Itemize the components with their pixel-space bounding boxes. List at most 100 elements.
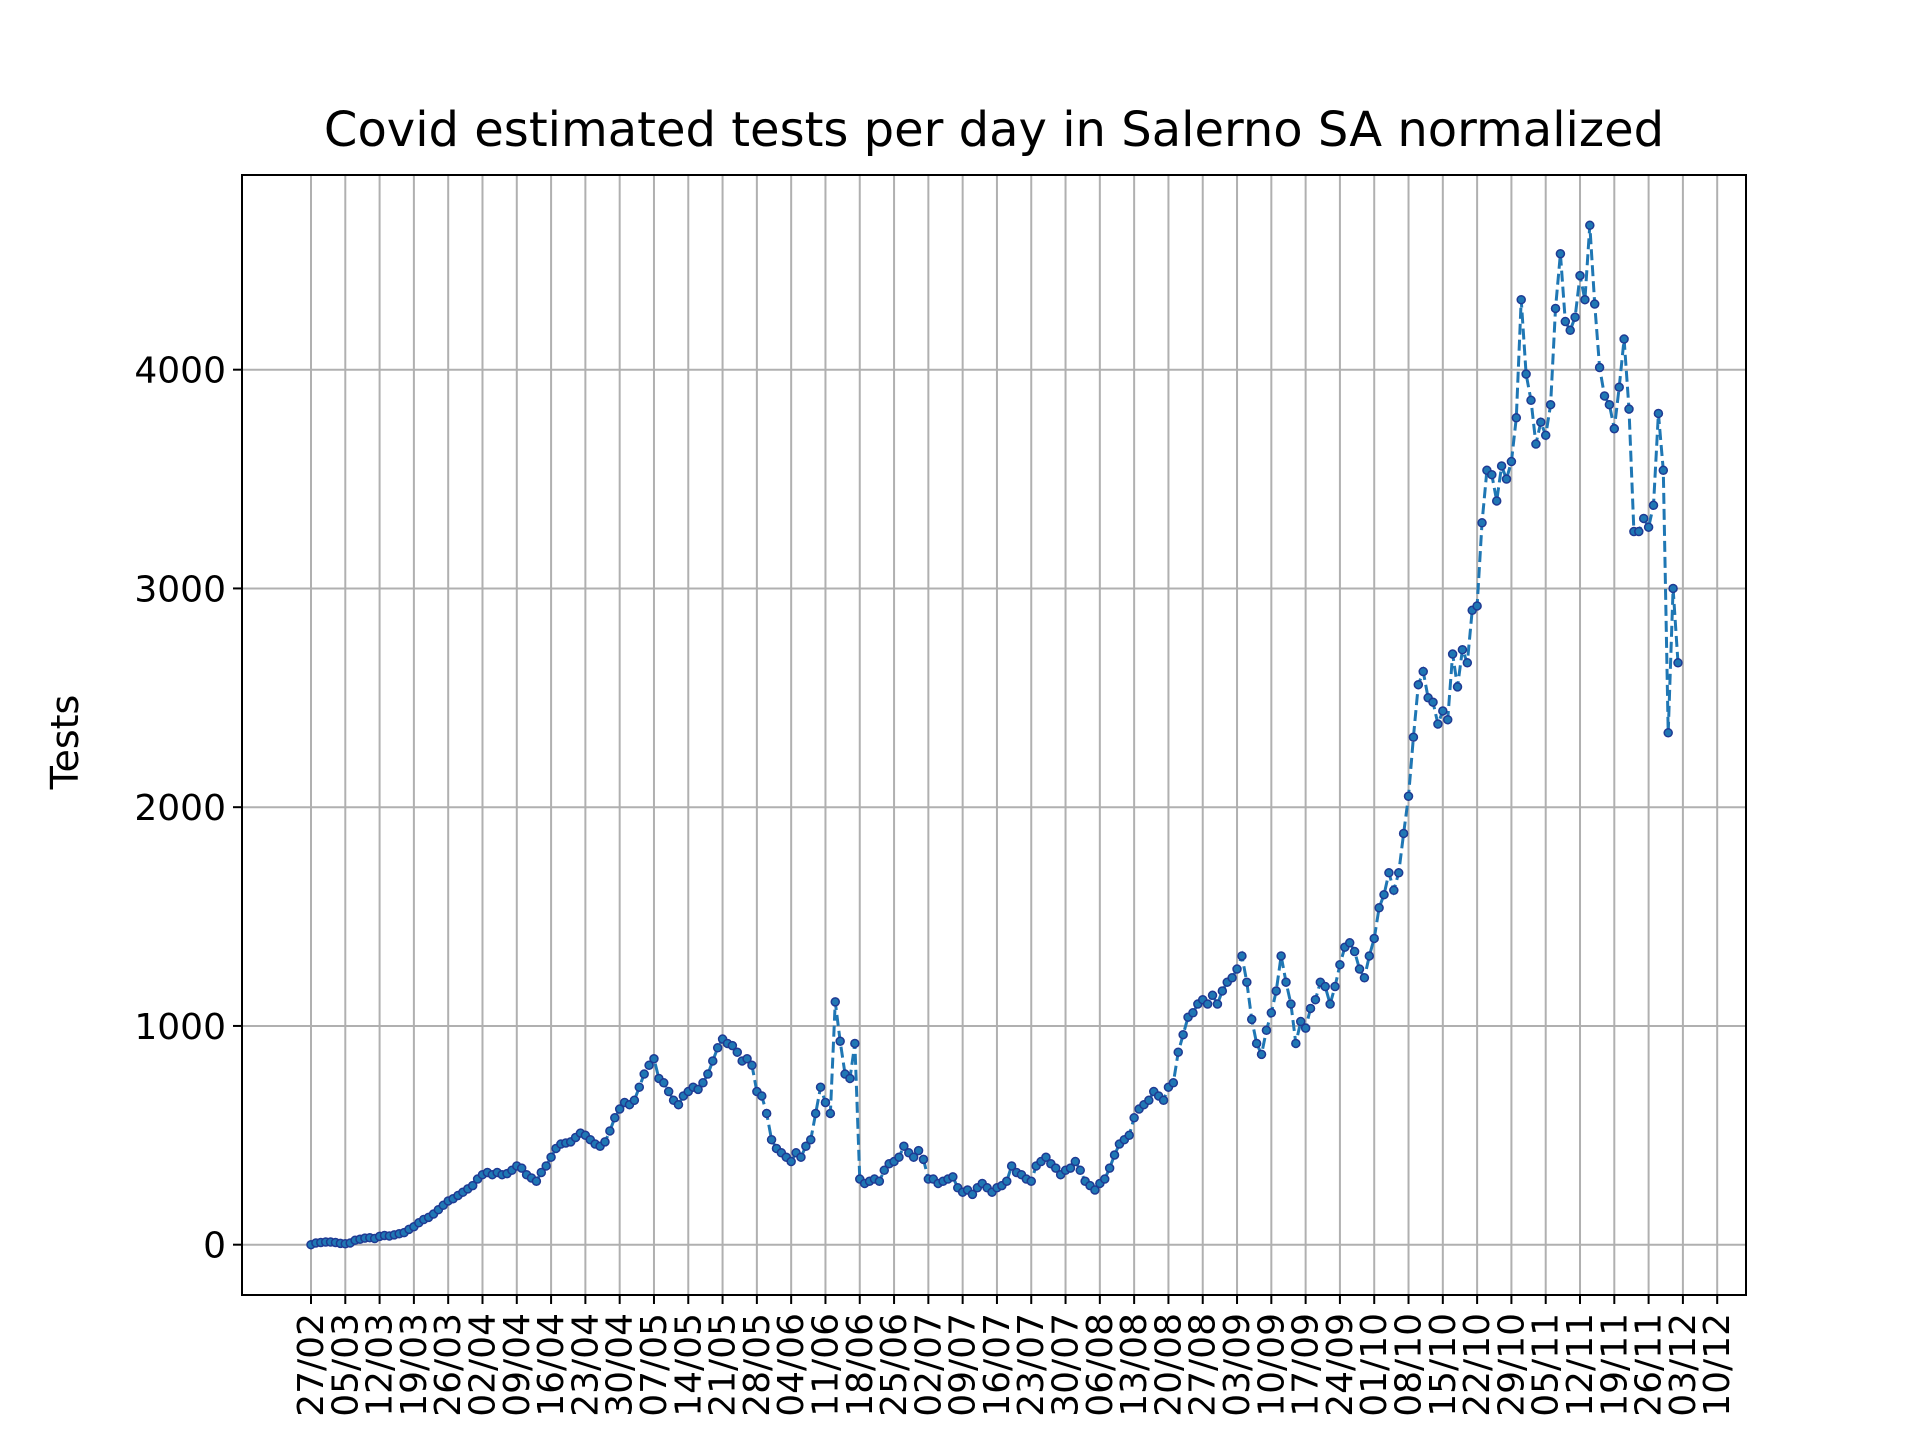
plot-area-frame <box>241 174 1747 1296</box>
data-point <box>786 1156 796 1167</box>
data-point <box>1408 732 1419 742</box>
data-point <box>1477 518 1487 528</box>
data-point <box>1168 1078 1179 1088</box>
data-point <box>659 1078 669 1088</box>
data-point <box>1305 1003 1316 1014</box>
data-point <box>766 1134 777 1145</box>
data-point <box>1320 981 1330 992</box>
data-point <box>1472 601 1482 611</box>
data-point <box>1002 1176 1012 1186</box>
data-point <box>727 1040 738 1051</box>
data-point <box>1354 964 1365 974</box>
x-tick-label: 27/08 <box>1183 1313 1224 1417</box>
data-point <box>1585 220 1595 231</box>
data-point <box>1374 903 1384 913</box>
data-point <box>879 1165 890 1176</box>
data-point <box>1379 889 1389 900</box>
data-point <box>708 1056 718 1066</box>
data-point <box>1207 990 1218 1001</box>
data-point <box>1349 946 1360 957</box>
data-point <box>1300 1023 1311 1033</box>
data-point <box>634 1082 645 1092</box>
data-point <box>649 1054 659 1064</box>
data-point <box>1413 679 1424 690</box>
data-point <box>1403 791 1414 801</box>
x-tick-label: 18/06 <box>840 1313 881 1417</box>
y-tick-label: 4000 <box>134 351 226 392</box>
data-point <box>1570 312 1580 322</box>
data-point <box>732 1047 743 1057</box>
x-tick-label: 23/07 <box>1011 1313 1052 1417</box>
data-point <box>610 1113 620 1123</box>
data-point <box>825 1108 836 1119</box>
data-point <box>1609 424 1620 434</box>
data-point <box>761 1108 772 1119</box>
data-point <box>1359 973 1370 983</box>
chart-title: Covid estimated tests per day in Salerno… <box>324 102 1664 158</box>
data-point <box>1129 1113 1139 1123</box>
data-point <box>1624 404 1634 414</box>
x-tick-label: 19/11 <box>1594 1313 1635 1417</box>
data-point <box>531 1176 542 1186</box>
x-ticks: 27/0205/0312/0319/0326/0302/0409/0416/04… <box>291 1295 1738 1417</box>
data-point <box>1457 644 1468 655</box>
data-point <box>1251 1038 1262 1049</box>
x-tick-label: 21/05 <box>703 1313 744 1417</box>
data-point <box>1496 461 1507 471</box>
grid-lines <box>242 175 1746 1295</box>
x-tick-label: 09/04 <box>497 1313 538 1417</box>
data-point <box>1550 303 1561 314</box>
data-point <box>1330 981 1340 992</box>
x-tick-label: 07/05 <box>634 1313 675 1417</box>
x-tick-label: 09/07 <box>943 1313 984 1417</box>
x-tick-label: 13/08 <box>1114 1313 1155 1417</box>
data-point <box>1565 325 1575 336</box>
data-point <box>1648 500 1659 511</box>
data-point <box>1217 986 1228 996</box>
data-point <box>1286 999 1296 1009</box>
data-point <box>1051 1163 1061 1173</box>
y-tick-label: 2000 <box>134 788 226 829</box>
data-point <box>1589 299 1600 309</box>
data-point <box>1256 1049 1267 1060</box>
series-layer <box>306 220 1683 1250</box>
data-point <box>1604 399 1615 410</box>
x-tick-label: 24/09 <box>1320 1313 1361 1417</box>
x-tick-label: 02/07 <box>908 1313 949 1417</box>
x-tick-label: 15/10 <box>1423 1313 1464 1417</box>
x-tick-label: 28/05 <box>737 1313 778 1417</box>
data-point <box>1393 868 1404 878</box>
data-point <box>1619 334 1629 344</box>
data-point <box>1521 369 1531 379</box>
data-point <box>1487 469 1497 480</box>
data-point <box>1124 1130 1134 1141</box>
data-point <box>1070 1156 1081 1167</box>
data-point <box>801 1141 811 1151</box>
data-point <box>614 1104 625 1114</box>
data-point <box>1491 496 1502 506</box>
data-point <box>967 1189 978 1200</box>
data-point <box>1516 294 1526 305</box>
data-point <box>1531 439 1541 449</box>
x-tick-label: 03/12 <box>1663 1313 1704 1417</box>
data-point <box>1452 682 1463 692</box>
data-point <box>536 1167 547 1178</box>
data-point <box>913 1145 924 1156</box>
y-tick-label: 1000 <box>134 1007 226 1048</box>
data-point <box>1511 413 1522 423</box>
data-point <box>806 1134 816 1145</box>
data-point <box>1271 986 1281 996</box>
data-point <box>1109 1150 1120 1160</box>
data-point <box>541 1161 551 1171</box>
data-point <box>600 1137 610 1147</box>
x-tick-label: 19/03 <box>394 1313 435 1417</box>
data-point <box>639 1069 649 1079</box>
data-point <box>757 1091 767 1101</box>
x-tick-label: 29/10 <box>1491 1313 1532 1417</box>
x-tick-label: 05/11 <box>1526 1313 1567 1417</box>
data-point <box>815 1082 826 1092</box>
x-tick-label: 14/05 <box>668 1313 709 1417</box>
data-point <box>1041 1152 1051 1162</box>
series-line <box>310 225 1680 1247</box>
data-point <box>1668 583 1678 594</box>
